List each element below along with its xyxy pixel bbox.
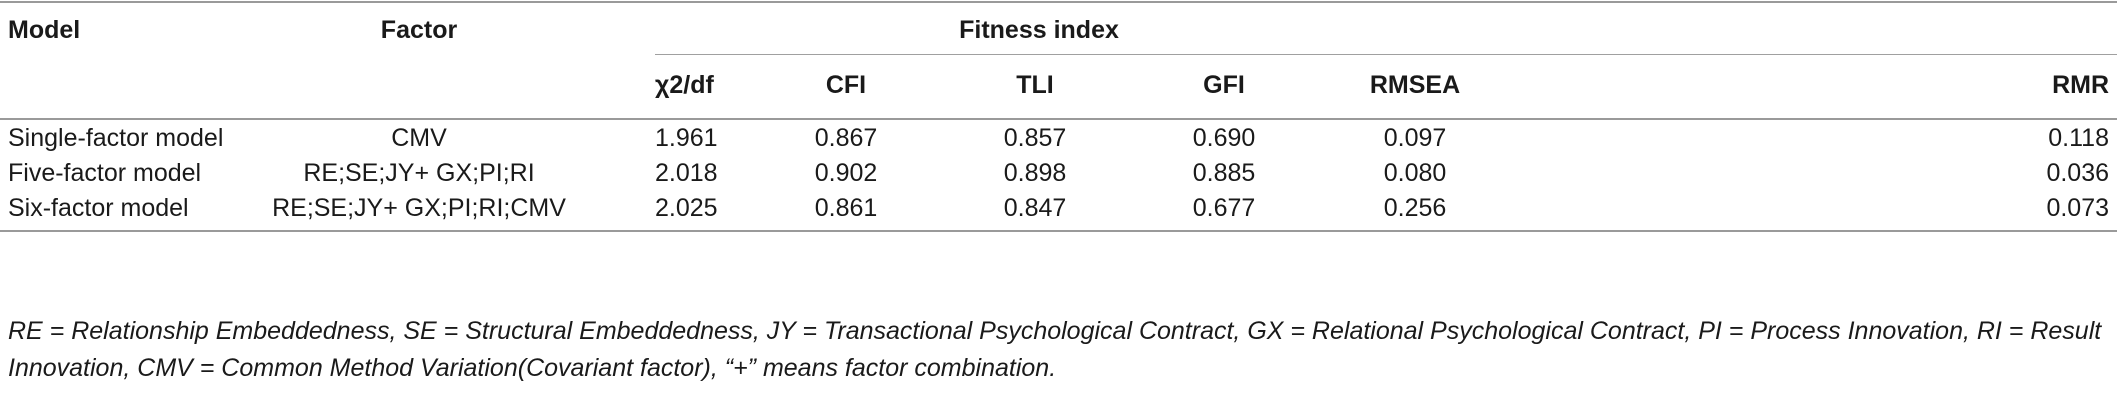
row-2-rmr: 0.036 [2046,159,2109,187]
header-chi2df: χ2/df [655,71,714,99]
row-2-cfi: 0.902 [814,159,878,187]
header-fitness-index: Fitness index [959,16,1119,44]
row-2-tli: 0.898 [1003,159,1067,187]
header-rmr: RMR [2052,71,2109,99]
top-rule [0,1,2117,3]
row-2-chi2df: 2.018 [655,159,718,187]
row-3-chi2df: 2.025 [655,194,718,222]
header-factor: Factor [380,16,458,44]
row-3-rmsea: 0.256 [1383,194,1447,222]
header-tli: TLI [1016,71,1054,99]
header-cfi: CFI [825,71,867,99]
row-3-cfi: 0.861 [814,194,878,222]
header-bottom-rule [0,118,2117,120]
row-2-rmsea: 0.080 [1383,159,1447,187]
row-3-tli: 0.847 [1003,194,1067,222]
row-3-rmr: 0.073 [2046,194,2109,222]
fitness-index-rule [655,54,2117,55]
row-1-rmr: 0.118 [2048,124,2109,152]
header-model: Model [8,16,81,44]
row-1-gfi: 0.690 [1192,124,1256,152]
row-2-factor: RE;SE;JY+ GX;PI;RI [303,159,535,187]
table-bottom-rule [0,230,2117,232]
header-gfi: GFI [1203,71,1245,99]
row-1-chi2df: 1.961 [655,124,718,152]
row-1-cfi: 0.867 [814,124,878,152]
row-2-gfi: 0.885 [1192,159,1256,187]
header-rmsea: RMSEA [1369,71,1461,99]
row-2-model: Five-factor model [8,159,202,187]
row-1-tli: 0.857 [1003,124,1067,152]
row-1-factor: CMV [391,124,447,152]
row-3-gfi: 0.677 [1192,194,1256,222]
row-3-factor: RE;SE;JY+ GX;PI;RI;CMV [272,194,566,222]
row-3-model: Six-factor model [8,194,189,222]
row-1-model: Single-factor model [8,124,224,152]
table-footnote: RE = Relationship Embeddedness, SE = Str… [8,317,2102,382]
row-1-rmsea: 0.097 [1383,124,1447,152]
